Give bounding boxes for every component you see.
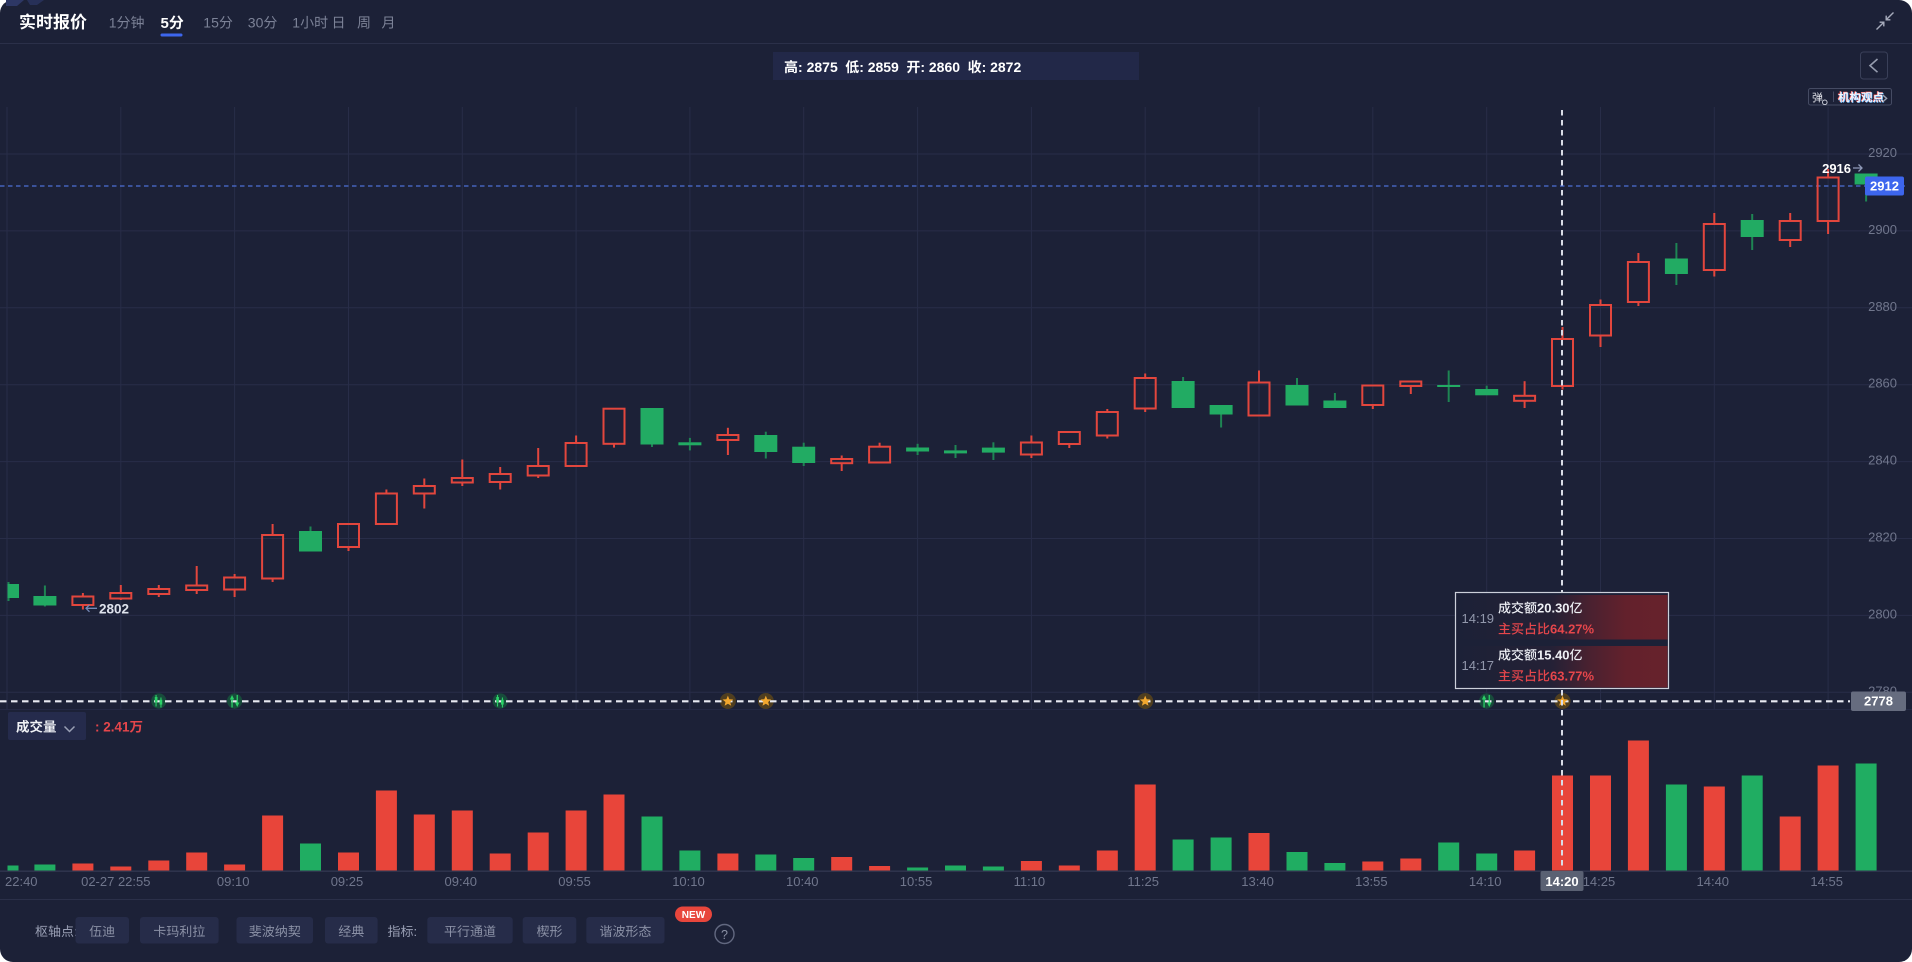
svg-text:10:55: 10:55 <box>900 874 933 889</box>
svg-text:14:19: 14:19 <box>1462 611 1495 626</box>
svg-text:1: 1 <box>292 15 300 31</box>
svg-text:5: 5 <box>161 15 169 32</box>
svg-text:2860: 2860 <box>929 59 960 75</box>
svg-text:?: ? <box>721 928 728 942</box>
svg-text:15.40: 15.40 <box>1537 648 1570 663</box>
svg-text:30: 30 <box>248 15 264 31</box>
svg-text::: : <box>414 924 418 939</box>
svg-text:14:40: 14:40 <box>1697 874 1730 889</box>
svg-text:2840: 2840 <box>1868 453 1897 468</box>
svg-text:13:55: 13:55 <box>1355 874 1388 889</box>
svg-text::: : <box>798 59 803 75</box>
svg-text:2778: 2778 <box>1864 694 1893 709</box>
svg-text:2860: 2860 <box>1868 376 1897 391</box>
svg-text:NEW: NEW <box>682 910 706 921</box>
svg-text:1: 1 <box>109 15 117 31</box>
svg-text:2916: 2916 <box>1822 161 1851 176</box>
svg-text:09:25: 09:25 <box>331 874 364 889</box>
svg-text:14:10: 14:10 <box>1469 874 1502 889</box>
svg-text:09:55: 09:55 <box>558 874 591 889</box>
svg-text:11:25: 11:25 <box>1127 874 1159 889</box>
svg-text:14:55: 14:55 <box>1810 874 1843 889</box>
svg-text:63.77%: 63.77% <box>1550 669 1595 684</box>
svg-text::: : <box>920 59 925 75</box>
svg-text::: : <box>859 59 864 75</box>
svg-text:13:40: 13:40 <box>1241 874 1274 889</box>
svg-text:11:10: 11:10 <box>1014 874 1046 889</box>
svg-text:2820: 2820 <box>1868 530 1897 545</box>
svg-text:64.27%: 64.27% <box>1550 622 1595 637</box>
svg-text:2880: 2880 <box>1868 299 1897 314</box>
svg-text:2800: 2800 <box>1868 606 1897 621</box>
svg-text:2859: 2859 <box>868 59 899 75</box>
svg-text:: 2.41: : 2.41 <box>95 720 130 735</box>
svg-text:10:10: 10:10 <box>672 874 705 889</box>
svg-text:20.30: 20.30 <box>1537 601 1570 616</box>
svg-text:09:40: 09:40 <box>445 874 478 889</box>
svg-text:2912: 2912 <box>1870 179 1899 194</box>
svg-text:2920: 2920 <box>1868 145 1897 160</box>
svg-text:10:40: 10:40 <box>786 874 819 889</box>
svg-text:2900: 2900 <box>1868 222 1897 237</box>
svg-text:22:40: 22:40 <box>5 874 38 889</box>
svg-text:15: 15 <box>203 15 219 31</box>
svg-text:09:10: 09:10 <box>217 874 250 889</box>
svg-text:14:17: 14:17 <box>1462 658 1495 673</box>
svg-text:2802: 2802 <box>99 602 129 617</box>
svg-text:2872: 2872 <box>990 59 1021 75</box>
svg-text:2875: 2875 <box>807 59 838 75</box>
svg-text:14:20: 14:20 <box>1545 874 1578 889</box>
svg-text::: : <box>982 59 987 75</box>
svg-text:14:25: 14:25 <box>1583 874 1616 889</box>
svg-text:02-27 22:55: 02-27 22:55 <box>81 874 150 889</box>
